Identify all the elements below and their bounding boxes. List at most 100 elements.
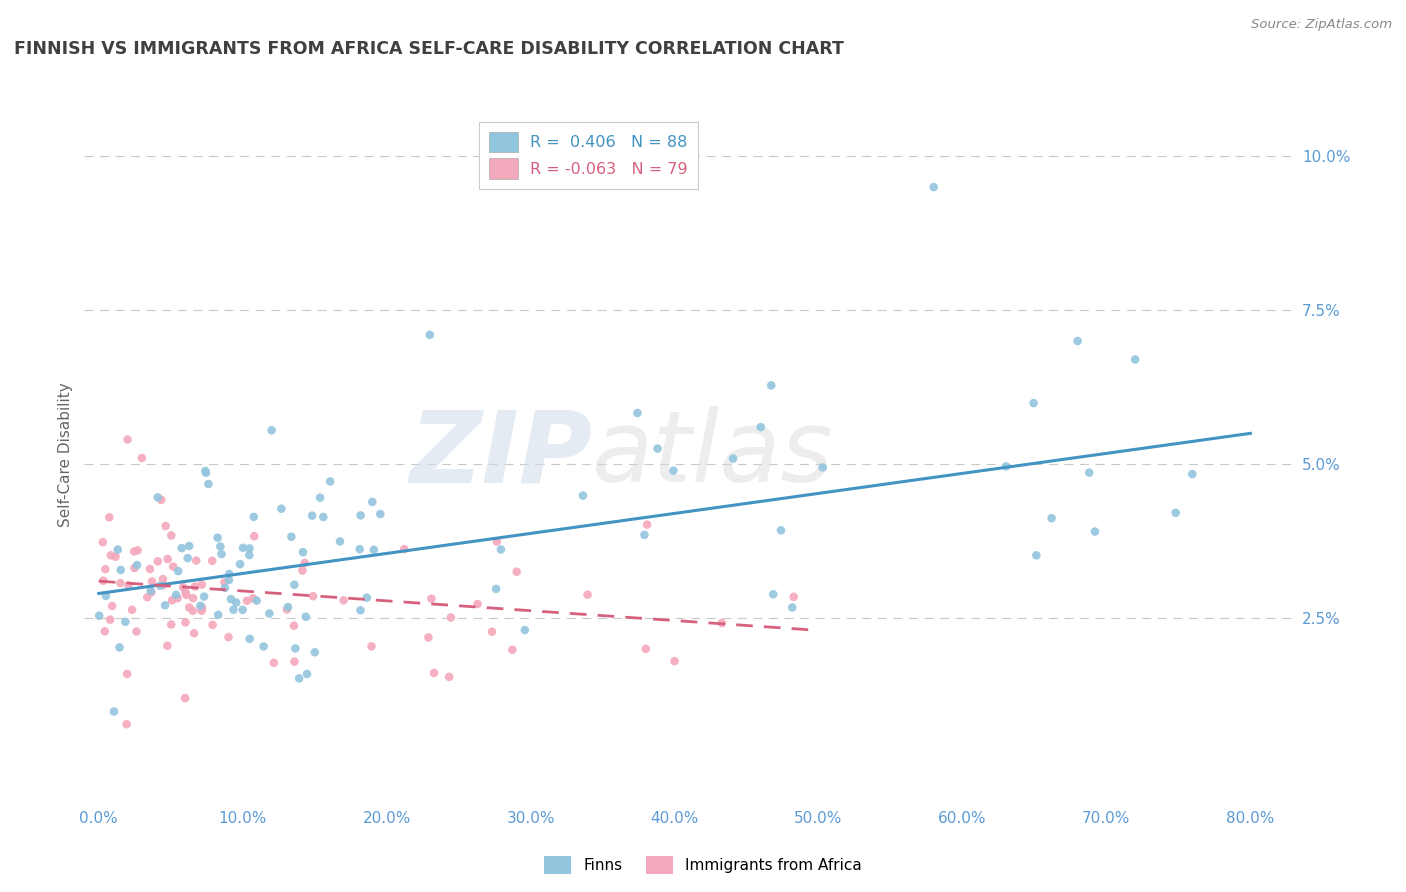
Point	[191, 577, 214, 591]
Point	[156, 639, 179, 653]
Point	[363, 542, 385, 557]
Point	[762, 587, 785, 601]
Point	[576, 588, 599, 602]
Point	[485, 534, 508, 549]
Point	[174, 615, 197, 630]
Point	[152, 578, 174, 592]
Point	[110, 576, 132, 591]
Point	[89, 608, 111, 623]
Point	[115, 667, 138, 681]
Point	[238, 548, 260, 562]
Point	[1025, 549, 1047, 563]
Point	[121, 603, 143, 617]
Point	[309, 491, 332, 505]
Point	[193, 590, 215, 604]
Point	[270, 501, 292, 516]
Point	[219, 592, 242, 607]
Text: FINNISH VS IMMIGRANTS FROM AFRICA SELF-CARE DISABILITY CORRELATION CHART: FINNISH VS IMMIGRANTS FROM AFRICA SELF-C…	[14, 40, 844, 58]
Point	[291, 545, 314, 559]
Point	[1078, 466, 1101, 480]
Point	[160, 593, 183, 607]
Point	[501, 642, 523, 657]
Point	[179, 539, 201, 553]
Point	[1181, 467, 1204, 482]
Point	[636, 517, 658, 532]
Point	[104, 549, 127, 564]
Legend: R =  0.406   N = 88, R = -0.063   N = 79: R = 0.406 N = 88, R = -0.063 N = 79	[479, 122, 697, 188]
Point	[295, 667, 318, 681]
Text: atlas: atlas	[592, 407, 834, 503]
Point	[505, 565, 527, 579]
Point	[186, 553, 208, 567]
Point	[94, 589, 117, 603]
Point	[209, 540, 232, 554]
Point	[149, 579, 172, 593]
Point	[172, 580, 194, 594]
Point	[242, 591, 264, 606]
Point	[139, 562, 162, 576]
Point	[232, 541, 254, 555]
Point	[276, 602, 298, 616]
Point	[160, 528, 183, 542]
Point	[280, 530, 302, 544]
Point	[114, 615, 136, 629]
Point	[633, 528, 655, 542]
Point	[284, 641, 307, 656]
Point	[156, 552, 179, 566]
Point	[782, 590, 804, 604]
Point	[239, 632, 262, 646]
Point	[467, 597, 489, 611]
Point	[301, 508, 323, 523]
Point	[179, 600, 201, 615]
Point	[98, 613, 121, 627]
Point	[349, 542, 371, 557]
Point	[291, 564, 314, 578]
Point	[155, 519, 177, 533]
Point	[170, 541, 193, 556]
Point	[922, 180, 945, 194]
Point	[481, 624, 503, 639]
Point	[100, 549, 122, 563]
Point	[236, 594, 259, 608]
Point	[437, 670, 460, 684]
Point	[174, 691, 197, 706]
Point	[634, 641, 657, 656]
Point	[194, 464, 217, 478]
Point	[127, 558, 149, 572]
Point	[418, 631, 440, 645]
Point	[194, 466, 217, 480]
Point	[368, 507, 391, 521]
Point	[152, 572, 174, 586]
Point	[780, 600, 803, 615]
Point	[181, 591, 204, 606]
Point	[197, 477, 219, 491]
Point	[304, 645, 326, 659]
Point	[153, 599, 176, 613]
Point	[312, 510, 335, 524]
Point	[184, 580, 207, 594]
Point	[146, 554, 169, 568]
Point	[1022, 396, 1045, 410]
Point	[141, 585, 163, 599]
Point	[243, 509, 266, 524]
Point	[294, 556, 316, 570]
Point	[191, 601, 214, 615]
Point	[349, 603, 371, 617]
Point	[485, 582, 508, 596]
Point	[572, 489, 595, 503]
Point	[190, 600, 212, 615]
Point	[277, 600, 299, 615]
Point	[394, 542, 416, 557]
Point	[162, 559, 184, 574]
Point	[165, 588, 187, 602]
Point	[103, 705, 125, 719]
Legend: Finns, Immigrants from Africa: Finns, Immigrants from Africa	[537, 850, 869, 880]
Point	[283, 578, 305, 592]
Point	[94, 562, 117, 576]
Point	[283, 618, 305, 632]
Point	[1164, 506, 1187, 520]
Point	[117, 433, 139, 447]
Point	[332, 593, 354, 607]
Point	[243, 529, 266, 543]
Point	[769, 524, 792, 538]
